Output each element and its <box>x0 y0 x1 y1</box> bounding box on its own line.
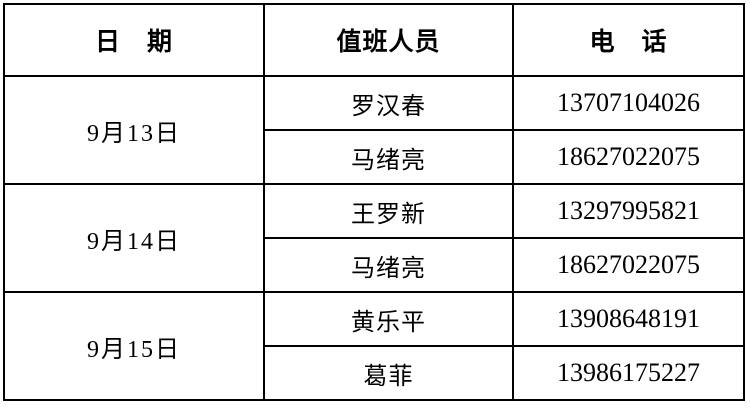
phone-cell: 13707104026 <box>512 75 745 131</box>
table-row: 马绪亮 18627022075 <box>4 129 745 185</box>
phone-cell: 13986175227 <box>512 345 745 401</box>
header-date: 日 期 <box>3 3 265 77</box>
table-row: 9月15日 黄乐平 13908648191 <box>3 291 745 401</box>
person-cell: 马绪亮 <box>263 129 514 185</box>
phone-cell: 13297995821 <box>512 183 745 239</box>
person-cell: 王罗新 <box>263 183 514 239</box>
person-cell: 罗汉春 <box>263 75 514 131</box>
person-cell: 黄乐平 <box>263 291 514 347</box>
phone-cell: 18627022075 <box>512 237 745 293</box>
person-cell: 葛菲 <box>263 345 514 401</box>
table-header-row: 日 期 值班人员 电 话 <box>3 3 745 77</box>
duty-roster-table: 日 期 值班人员 电 话 9月13日 罗汉春 13707104026 马绪亮 1… <box>3 3 745 401</box>
header-phone: 电 话 <box>512 3 745 77</box>
header-person: 值班人员 <box>263 3 514 77</box>
phone-cell: 18627022075 <box>512 129 745 185</box>
person-cell: 马绪亮 <box>263 237 514 293</box>
date-cell: 9月15日 <box>3 291 265 401</box>
table-row: 马绪亮 18627022075 <box>4 237 745 293</box>
table-row: 9月13日 罗汉春 13707104026 <box>3 75 745 185</box>
table-row: 9月14日 王罗新 13297995821 <box>3 183 745 293</box>
phone-cell: 13908648191 <box>512 291 745 347</box>
date-cell: 9月13日 <box>3 75 265 185</box>
table-row: 葛菲 13986175227 <box>4 345 745 401</box>
date-cell: 9月14日 <box>3 183 265 293</box>
